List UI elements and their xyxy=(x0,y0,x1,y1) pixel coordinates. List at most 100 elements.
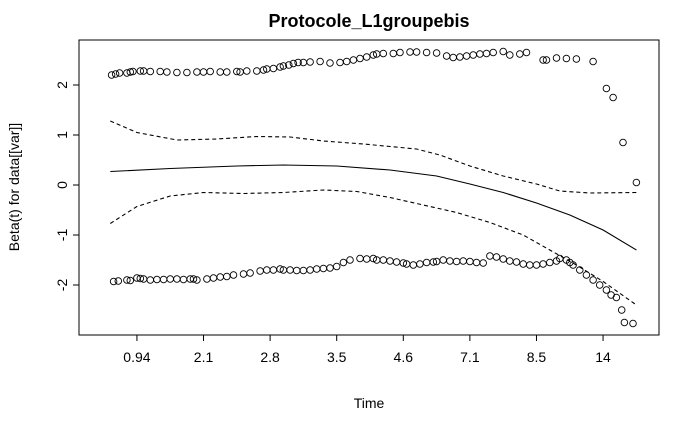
residual-point xyxy=(285,61,293,69)
x-tick-label: 4.6 xyxy=(394,349,414,365)
residual-point xyxy=(562,54,571,63)
curves xyxy=(110,120,637,306)
residual-point xyxy=(126,276,135,285)
residual-point xyxy=(156,67,164,76)
residual-point xyxy=(512,258,521,266)
residual-point xyxy=(449,53,457,62)
residual-point xyxy=(259,66,268,74)
residual-point xyxy=(589,276,597,284)
residual-point xyxy=(379,256,388,264)
residual-point xyxy=(306,58,314,66)
residual-point xyxy=(276,265,284,273)
residual-point xyxy=(412,48,421,56)
residual-point xyxy=(506,51,514,59)
confidence-band-line xyxy=(110,120,637,194)
residual-point xyxy=(356,54,364,63)
residual-point xyxy=(620,318,629,327)
residual-point xyxy=(499,255,507,263)
residual-point xyxy=(602,286,611,294)
residual-point xyxy=(619,138,627,147)
residual-point xyxy=(239,270,248,278)
x-tick-label: 3.5 xyxy=(327,349,347,365)
x-tick-label: 8.5 xyxy=(527,349,547,365)
residual-point xyxy=(223,68,231,76)
residual-point xyxy=(386,257,394,265)
residual-point xyxy=(552,54,561,62)
residual-point xyxy=(569,261,577,269)
residual-point xyxy=(499,47,507,56)
residual-point xyxy=(216,68,224,76)
residual-point xyxy=(439,256,447,264)
y-tick-label: 1 xyxy=(54,131,70,139)
residual-point xyxy=(459,257,467,265)
residual-point xyxy=(163,68,171,76)
residual-point xyxy=(189,275,198,283)
residual-point xyxy=(589,57,597,66)
residual-point xyxy=(246,269,254,277)
residual-point xyxy=(469,51,477,59)
residual-point xyxy=(306,266,314,274)
residual-point xyxy=(253,67,261,75)
residual-point xyxy=(206,67,214,76)
y-tick-label: -2 xyxy=(54,279,70,292)
residual-point xyxy=(472,258,481,267)
residual-point xyxy=(369,254,378,263)
residual-point xyxy=(572,55,581,63)
residual-point xyxy=(193,68,201,76)
residual-point xyxy=(542,56,551,64)
y-axis-label: Beta(t) for data[[var]] xyxy=(6,123,22,251)
x-tick-label: 2.1 xyxy=(194,349,214,365)
residual-point xyxy=(612,293,621,302)
residual-point xyxy=(339,258,348,267)
residual-point xyxy=(209,274,218,282)
residual-point xyxy=(123,276,131,284)
residual-point xyxy=(532,261,541,269)
residual-points xyxy=(107,47,641,328)
residual-point xyxy=(233,67,241,76)
residual-point xyxy=(602,84,611,93)
residual-point xyxy=(316,57,324,66)
residual-point xyxy=(609,93,617,102)
beta-estimate-line xyxy=(110,164,637,251)
residual-point xyxy=(159,275,168,284)
residual-point xyxy=(146,276,155,284)
residual-point xyxy=(269,64,278,73)
residual-point xyxy=(319,264,328,273)
residual-point xyxy=(263,266,271,274)
residual-point xyxy=(369,51,378,59)
residual-point xyxy=(379,49,388,58)
residual-point xyxy=(243,67,251,75)
residual-point xyxy=(289,59,298,68)
residual-point xyxy=(136,274,145,283)
residual-point xyxy=(312,265,321,273)
residual-point xyxy=(173,68,181,77)
x-tick-label: 2.8 xyxy=(260,349,280,365)
residual-point xyxy=(203,275,211,283)
residual-point xyxy=(173,275,181,283)
residual-point xyxy=(392,258,401,266)
residual-point xyxy=(482,49,491,58)
residual-point xyxy=(582,271,591,279)
y-axis: -2 -1 0 1 2 xyxy=(54,81,80,292)
residual-point xyxy=(546,258,554,267)
residual-point xyxy=(476,50,484,58)
x-axis-label: Time xyxy=(354,395,385,411)
residual-point xyxy=(332,262,341,271)
chart-title: Protocole_L1groupebis xyxy=(268,11,469,31)
residual-point xyxy=(406,48,414,56)
residual-point xyxy=(336,58,344,67)
residual-point xyxy=(326,59,334,67)
residual-point xyxy=(362,255,371,263)
residual-point xyxy=(286,266,294,274)
residual-point xyxy=(486,252,494,260)
plot-frame xyxy=(78,39,660,336)
residual-point xyxy=(422,48,431,57)
residual-point xyxy=(462,52,471,60)
residual-point xyxy=(342,57,351,66)
residual-point xyxy=(256,267,264,275)
residual-point xyxy=(396,48,404,57)
residual-point xyxy=(452,257,461,266)
residual-point xyxy=(595,281,604,289)
residual-point xyxy=(193,276,201,284)
